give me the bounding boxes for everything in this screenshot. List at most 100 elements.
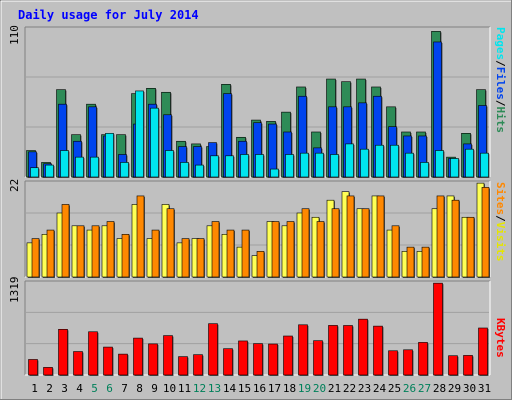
day-label: 25	[388, 382, 401, 395]
bar-sites	[121, 234, 130, 278]
bar-kbytes	[283, 335, 293, 376]
day-label: 10	[163, 382, 176, 395]
legend-files: Files	[494, 67, 507, 100]
bar-pages	[345, 143, 354, 178]
bar-kbytes	[448, 355, 458, 376]
bar-kbytes	[478, 327, 488, 376]
bar-kbytes	[418, 342, 428, 376]
bar-sites	[136, 195, 145, 278]
bar-sites	[361, 208, 370, 278]
bar-kbytes	[163, 335, 173, 376]
bar-pages	[375, 144, 384, 178]
bar-pages	[120, 162, 129, 178]
day-label: 18	[283, 382, 296, 395]
bar-sites	[271, 221, 280, 278]
day-label: 11	[178, 382, 191, 395]
bar-pages	[255, 154, 264, 178]
bar-pages	[135, 90, 144, 178]
bar-kbytes	[433, 282, 443, 376]
day-label: 5	[91, 382, 98, 395]
legend-bot: KBytes	[494, 318, 507, 358]
legend-visits: Visits	[494, 222, 507, 262]
bar-kbytes	[328, 325, 338, 376]
day-label: 17	[268, 382, 281, 395]
bar-kbytes	[463, 355, 473, 376]
bar-kbytes	[298, 324, 308, 376]
day-axis: 1 2 3 4 5 6 7 8 9 10 11 12 13 14 15 16 17 18 19 20 21 22 23 24 2…	[31, 382, 491, 395]
panel-sites-visits	[24, 180, 491, 278]
bar-kbytes	[343, 325, 353, 376]
bar-pages	[285, 154, 294, 178]
bar-pages	[390, 144, 399, 178]
bot-max-label: 1319	[8, 277, 21, 304]
day-label: 13	[208, 382, 221, 395]
bar-sites	[286, 221, 295, 278]
bar-sites	[256, 251, 265, 278]
legend-kbytes: KBytes	[494, 318, 507, 358]
bar-sites	[451, 199, 460, 278]
bar-sites	[331, 208, 340, 278]
bar-kbytes	[133, 337, 143, 376]
day-label: 7	[121, 382, 128, 395]
bar-kbytes	[388, 350, 398, 376]
mid-max-label: 22	[8, 179, 21, 192]
day-label: 21	[328, 382, 341, 395]
bar-sites	[91, 225, 100, 278]
bar-kbytes	[373, 325, 383, 376]
bar-kbytes	[208, 323, 218, 376]
day-label: 14	[223, 382, 237, 395]
bar-sites	[61, 204, 70, 278]
bar-kbytes	[238, 340, 248, 376]
day-label: 24	[373, 382, 387, 395]
bar-kbytes	[178, 356, 188, 376]
bar-kbytes	[103, 346, 113, 376]
bar-pages	[75, 156, 84, 178]
bar-kbytes	[88, 331, 98, 376]
bar-kbytes	[43, 367, 53, 376]
bar-kbytes	[313, 340, 323, 376]
bar-pages	[90, 156, 99, 178]
bar-pages	[300, 152, 309, 178]
bar-kbytes	[358, 318, 368, 376]
day-label: 6	[106, 382, 113, 395]
bar-sites	[151, 229, 160, 278]
bar-pages	[240, 154, 249, 178]
day-label: 1	[31, 382, 38, 395]
bar-kbytes	[118, 353, 128, 376]
bar-sites	[211, 221, 220, 278]
day-label: 12	[193, 382, 206, 395]
bar-kbytes	[73, 351, 83, 376]
bar-pages	[270, 168, 279, 178]
bar-pages	[195, 164, 204, 178]
bar-pages	[465, 148, 474, 178]
bar-sites	[166, 208, 175, 278]
bar-pages	[315, 152, 324, 178]
chart-title: Daily usage for July 2014	[18, 8, 199, 22]
bar-sites	[391, 225, 400, 278]
day-label: 30	[463, 382, 476, 395]
bar-sites	[226, 229, 235, 278]
bar-sites	[421, 246, 430, 278]
bar-pages	[420, 162, 429, 178]
day-label: 31	[478, 382, 491, 395]
day-label: 22	[343, 382, 356, 395]
bar-pages	[330, 154, 339, 178]
day-label: 16	[253, 382, 266, 395]
bar-sites	[436, 195, 445, 278]
bar-kbytes	[193, 354, 203, 376]
panel-pages-files-hits	[24, 26, 491, 179]
bar-pages	[30, 167, 39, 178]
day-label: 2	[46, 382, 53, 395]
bar-sites	[196, 238, 205, 278]
day-label: 27	[418, 382, 431, 395]
bar-kbytes	[253, 343, 263, 376]
bar-pages	[105, 133, 114, 178]
day-label: 20	[313, 382, 326, 395]
day-label: 15	[238, 382, 251, 395]
bar-kbytes	[223, 348, 233, 376]
svg-text:Pages/Files/Hits: Pages/Files/Hits	[494, 27, 507, 133]
day-label: 26	[403, 382, 416, 395]
svg-text:Sites/Visits: Sites/Visits	[494, 182, 507, 262]
bar-sites	[31, 238, 40, 278]
